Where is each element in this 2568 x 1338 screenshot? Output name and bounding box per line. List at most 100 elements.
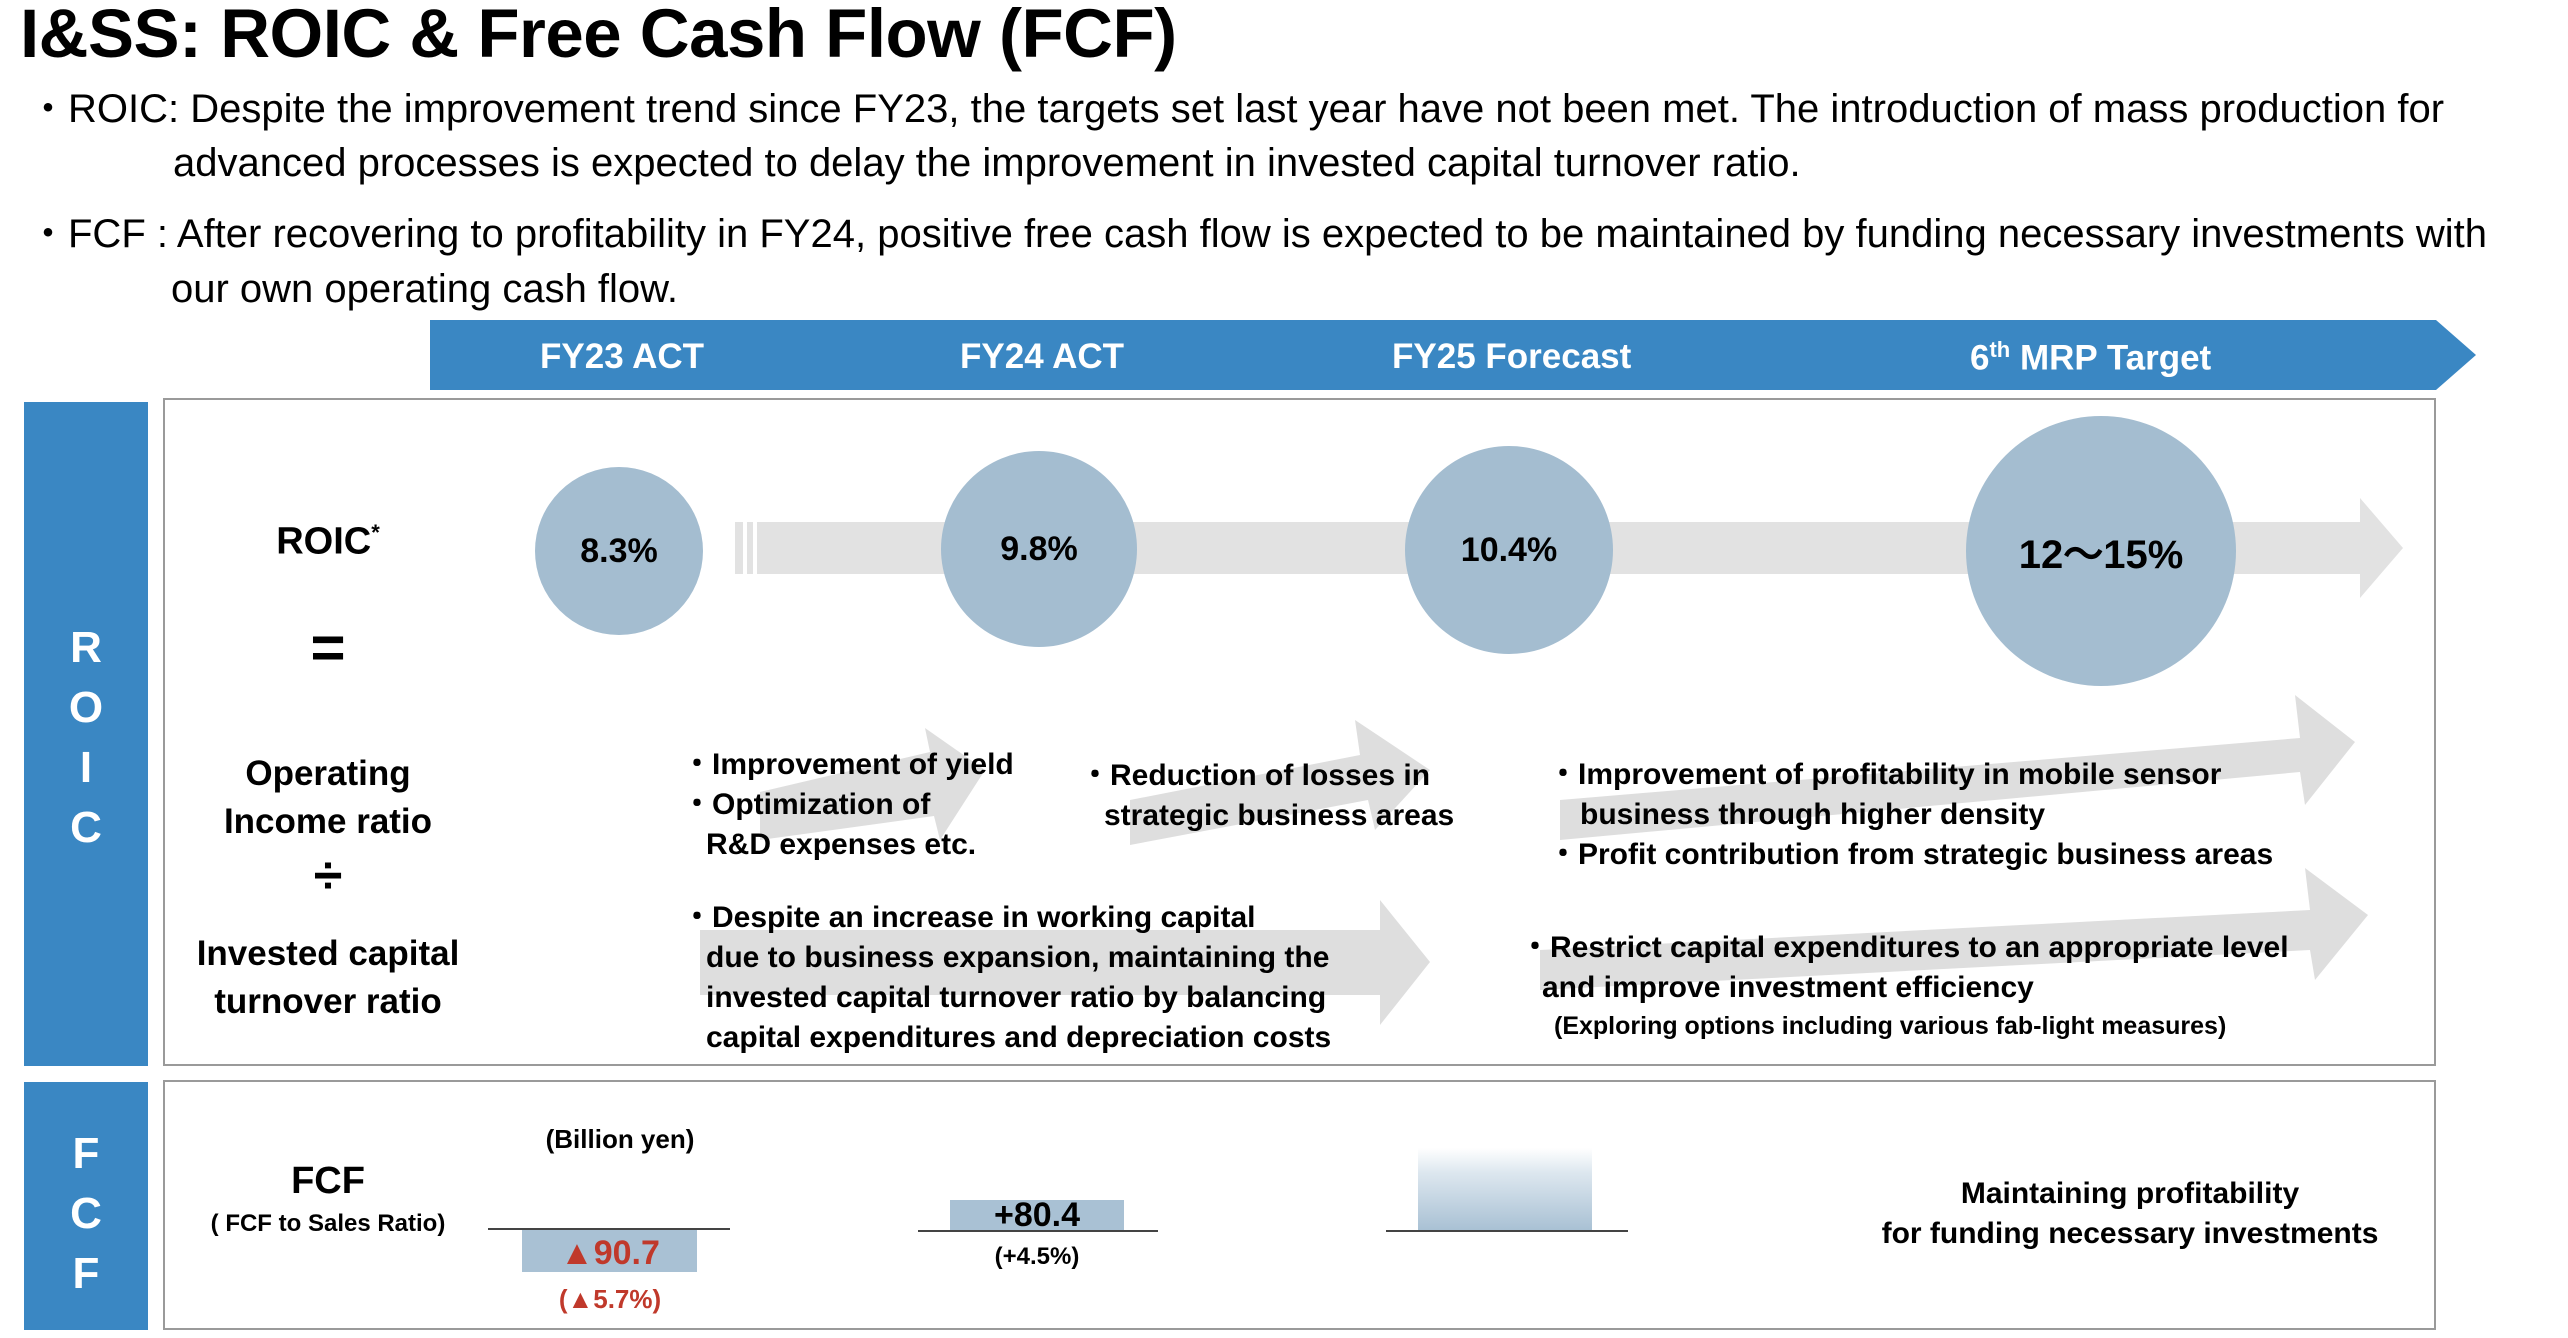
- invested-capital-turnover: Invested capital turnover ratio: [148, 930, 508, 1026]
- list-item: ・Despite an increase in working capital: [682, 901, 1256, 934]
- bullet-dot: ・: [28, 87, 68, 131]
- fcf-bar-fy25: [1418, 1148, 1592, 1230]
- roic-side-letter: R: [70, 623, 102, 672]
- bullet-dot: ・: [28, 212, 68, 256]
- invested-capital-line2: turnover ratio: [214, 982, 442, 1021]
- bullet-text: Reduction of losses in: [1110, 759, 1431, 792]
- fcf-target-text: Maintaining profitability for funding ne…: [1830, 1174, 2430, 1254]
- fcf-baseline-fy23: [488, 1228, 730, 1230]
- bullet-text: business through higher density: [1580, 798, 2046, 831]
- arrow-losses: [1130, 720, 1430, 845]
- roic-formula-text: ROIC: [276, 520, 372, 563]
- period-fy24: FY24 ACT: [960, 337, 1125, 376]
- roic-circle-mrp: 12〜15%: [1966, 416, 2236, 686]
- operating-income-line1: Operating: [245, 754, 411, 793]
- bullets-capex: ・Restrict capital expenditures to an app…: [1520, 928, 2289, 1044]
- fcf-panel: [163, 1080, 2436, 1330]
- bullet-text: Restrict capital expenditures to an appr…: [1550, 931, 2289, 964]
- bullet-text: Profit contribution from strategic busin…: [1578, 838, 2274, 871]
- roic-footnote-mark: *: [371, 520, 380, 545]
- bullet-text: strategic business areas: [1104, 799, 1455, 832]
- equals-sign: =: [310, 614, 346, 681]
- mrp-prefix: 6: [1970, 338, 1990, 378]
- fcf-bullet-line1: After recovering to profitability in FY2…: [176, 212, 2487, 256]
- roic-formula-label: ROIC*: [208, 520, 448, 564]
- roic-circle-fy25: 10.4%: [1405, 446, 1613, 654]
- period-fy25: FY25 Forecast: [1392, 337, 1632, 376]
- roic-circle-fy24: 9.8%: [941, 451, 1137, 647]
- page-title: I&SS: ROIC & Free Cash Flow (FCF): [20, 0, 1177, 72]
- list-item: ・Reduction of losses in: [1080, 759, 1431, 792]
- roic-value-fy23: 8.3%: [580, 531, 658, 570]
- period-header-arrow-tip: [2436, 320, 2476, 390]
- invested-capital-line1: Invested capital: [196, 934, 460, 973]
- fcf-side-label: F C F: [24, 1082, 148, 1330]
- fcf-target-line1: Maintaining profitability: [1960, 1177, 2300, 1210]
- fcf-side-letter: C: [70, 1189, 102, 1238]
- bullet-text: due to business expansion, maintaining t…: [706, 941, 1330, 974]
- fcf-label: FCF: [291, 1160, 365, 1202]
- bullet-text: Improvement of profitability in mobile s…: [1578, 758, 2222, 791]
- bullet-text: Improvement of yield: [712, 748, 1014, 781]
- roic-value-mrp: 12〜15%: [2018, 533, 2184, 577]
- bullet-text: Despite an increase in working capital: [712, 901, 1256, 934]
- mrp-suffix: MRP Target: [2010, 338, 2212, 378]
- list-item: R&D expenses etc.: [682, 825, 1014, 865]
- fcf-ratio-fy23: (▲5.7%): [558, 1284, 662, 1314]
- bullets-working-capital: ・Despite an increase in working capital …: [682, 898, 1331, 1058]
- bullet-text: capital expenditures and depreciation co…: [706, 1021, 1332, 1054]
- roic-value-fy24: 9.8%: [1000, 529, 1078, 568]
- operating-income-ratio: Operating Income ratio: [158, 750, 498, 846]
- list-item: (Exploring options including various fab…: [1520, 1008, 2289, 1044]
- period-header-band: [430, 320, 2436, 390]
- list-item: ・Restrict capital expenditures to an app…: [1520, 931, 2289, 964]
- roic-side-label: R O I C: [24, 402, 148, 1066]
- list-item: invested capital turnover ratio by balan…: [682, 978, 1331, 1018]
- bullets-fy25-losses: ・Reduction of losses in strategic busine…: [1080, 756, 1454, 836]
- mrp-sup: th: [1989, 337, 2011, 362]
- fcf-bar-fy23: [522, 1230, 697, 1272]
- arrow-working-capital: [700, 900, 1430, 1025]
- list-item: ・Improvement of yield: [682, 748, 1014, 781]
- list-item: due to business expansion, maintaining t…: [682, 938, 1331, 978]
- fcf-side-letter: F: [72, 1129, 100, 1178]
- bullet-text: (Exploring options including various fab…: [1554, 1012, 2227, 1040]
- bullet-text: invested capital turnover ratio by balan…: [706, 981, 1327, 1014]
- roic-side-letter: C: [70, 803, 102, 852]
- fcf-baseline-fy24: [918, 1230, 1158, 1232]
- roic-side-letter: O: [68, 683, 104, 732]
- list-item: ・Optimization of: [682, 788, 931, 821]
- fcf-ratio-label: ( FCF to Sales Ratio): [210, 1210, 446, 1237]
- list-item: business through higher density: [1548, 795, 2273, 835]
- operating-income-line2: Income ratio: [223, 802, 433, 841]
- roic-bullet-line1: Despite the improvement trend since FY23…: [190, 87, 2445, 131]
- fcf-bullet-label: FCF :: [68, 212, 168, 256]
- fcf-side-letter: F: [72, 1249, 100, 1298]
- arrow-yield: [760, 728, 985, 840]
- fcf-target-line2: for funding necessary investments: [1881, 1217, 2379, 1250]
- bullet-text: Optimization of: [712, 788, 931, 821]
- fcf-value-fy24: +80.4: [993, 1196, 1081, 1234]
- roic-circle-fy23: 8.3%: [535, 467, 703, 635]
- fcf-bullet-line2: our own operating cash flow.: [171, 267, 678, 311]
- roic-value-fy25: 10.4%: [1460, 530, 1558, 569]
- fcf-value-fy23: ▲90.7: [560, 1234, 660, 1272]
- period-fy23: FY23 ACT: [540, 337, 705, 376]
- list-item: and improve investment efficiency: [1520, 968, 2289, 1008]
- roic-side-letter: I: [79, 743, 93, 792]
- arrow-profitability: [1560, 695, 2355, 840]
- fcf-bar-fy24: [950, 1200, 1124, 1230]
- unit-label: (Billion yen): [545, 1124, 695, 1154]
- bullet-text: R&D expenses etc.: [706, 828, 977, 861]
- roic-bullet: ・ROIC: Despite the improvement trend sin…: [28, 82, 2444, 136]
- fcf-baseline-fy25: [1386, 1230, 1628, 1232]
- divide-sign: ÷: [313, 847, 343, 905]
- bullet-text: and improve investment efficiency: [1542, 971, 2034, 1004]
- list-item: capital expenditures and depreciation co…: [682, 1018, 1331, 1058]
- arrow-capex: [1540, 868, 2368, 990]
- fcf-bullet: ・FCF : After recovering to profitability…: [28, 207, 2487, 261]
- period-mrp-target: 6th MRP Target: [1970, 337, 2211, 379]
- roic-bullet-label: ROIC:: [68, 87, 180, 131]
- list-item: ・Profit contribution from strategic busi…: [1548, 838, 2274, 871]
